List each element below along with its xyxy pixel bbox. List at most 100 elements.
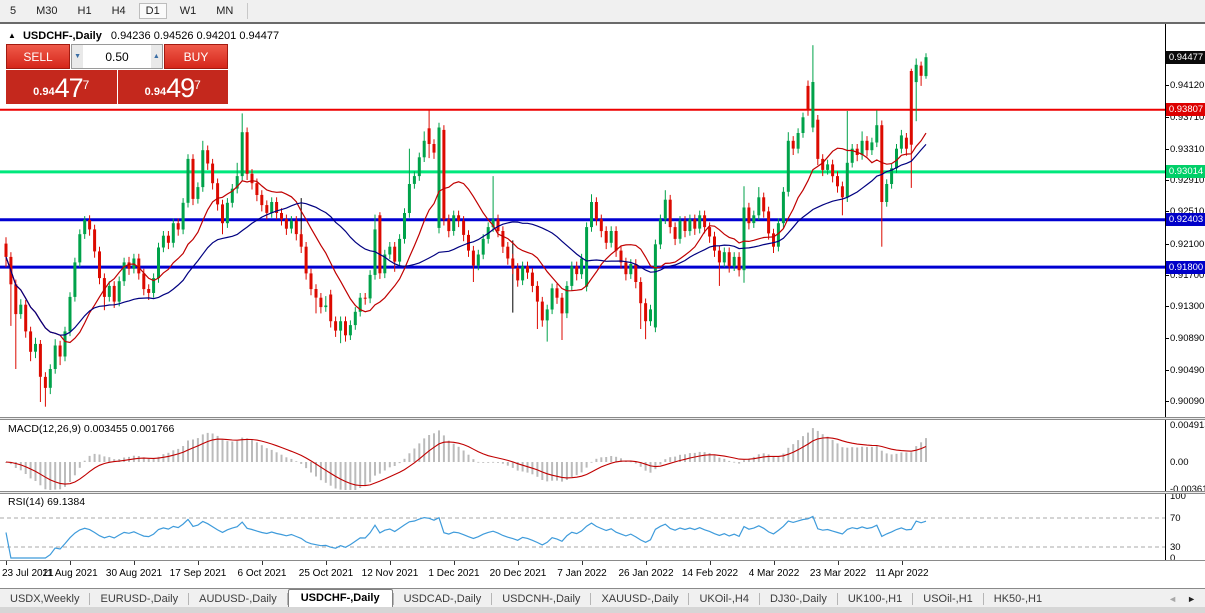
date-tick	[326, 561, 327, 565]
timeframe-W1[interactable]: W1	[179, 5, 197, 17]
timeframe-5[interactable]: 5	[10, 5, 17, 17]
price-tick-label: 0.91700	[1170, 270, 1205, 281]
volume-input[interactable]	[83, 45, 151, 68]
rsi-scale-label: 100	[1170, 491, 1186, 502]
timeframe-D1[interactable]: D1	[138, 3, 167, 19]
tab-separator	[286, 593, 288, 605]
timeframe-toolbar: 5 M30 H1 H4 D1 W1 MN	[0, 0, 1205, 24]
date-tick	[6, 561, 7, 565]
rsi-scale-label: 0	[1170, 553, 1176, 564]
ohlc-readout: 0.94236 0.94526 0.94201 0.94477	[110, 30, 280, 42]
pane-splitter[interactable]	[0, 491, 1205, 494]
tab-separator	[912, 593, 914, 605]
price-tick-label: 0.92510	[1170, 206, 1205, 217]
axis-tick	[1166, 306, 1169, 307]
chart-window: ▲ USDCHF-,Daily 0.94236 0.94526 0.94201 …	[0, 24, 1205, 588]
chart-tab-eurusd-daily[interactable]: EURUSD-,Daily	[100, 593, 179, 605]
price-tick-label: 0.90890	[1170, 333, 1205, 344]
chart-tab-usoil-h1[interactable]: USOil-,H1	[923, 593, 973, 605]
axis-tick	[1166, 211, 1169, 212]
price-tick-label: 0.93710	[1170, 112, 1205, 123]
rsi-scale-label: 70	[1170, 513, 1181, 524]
date-tick-label: 7 Jan 2022	[557, 568, 607, 579]
axis-tick	[1166, 117, 1169, 118]
price-axis: 0.94120 0.93710 0.93310 0.92910 0.92510 0.921…	[1165, 24, 1205, 564]
axis-tick	[1166, 180, 1169, 181]
tab-scroll-left-icon[interactable]: ◄	[1168, 593, 1178, 604]
buy-button[interactable]: BUY	[164, 44, 228, 69]
chart-tab-xauusd-daily[interactable]: XAUUSD-,Daily	[601, 593, 679, 605]
macd-scale-label: 0.004913	[1170, 420, 1205, 431]
date-tick	[70, 561, 71, 565]
tab-separator	[89, 593, 91, 605]
date-tick	[646, 561, 647, 565]
axis-tick	[1166, 244, 1169, 245]
price-tick-label: 0.90490	[1170, 365, 1205, 376]
tab-separator	[491, 593, 493, 605]
chart-tab-dj30-daily[interactable]: DJ30-,Daily	[769, 593, 827, 605]
rsi-indicator-pane[interactable]	[0, 494, 1165, 560]
one-click-trading-panel: SELL ▼ ▲ BUY 0.94 47 7 0.94 49 7	[6, 44, 228, 104]
date-tick	[390, 561, 391, 565]
chart-tab-uk100-h1[interactable]: UK100-,H1	[847, 593, 903, 605]
date-tick-label: 4 Mar 2022	[748, 568, 800, 579]
chart-tab-ukoil-h4[interactable]: UKOil-,H4	[699, 593, 749, 605]
collapse-triangle-icon[interactable]: ▲	[8, 31, 16, 40]
date-tick	[198, 561, 199, 565]
date-tick	[454, 561, 455, 565]
buy-price-display[interactable]: 0.94 49 7	[117, 70, 228, 104]
chart-tab-audusd-daily[interactable]: AUDUSD-,Daily	[199, 593, 277, 605]
symbol-name: USDCHF-,Daily	[22, 30, 102, 42]
price-tick-label: 0.90090	[1170, 396, 1205, 407]
date-tick	[518, 561, 519, 565]
axis-tick	[1166, 370, 1169, 371]
price-tick-label: 0.92100	[1170, 239, 1205, 250]
volume-decrease-icon[interactable]: ▼	[72, 45, 84, 68]
tab-separator	[590, 593, 592, 605]
chart-title: ▲ USDCHF-,Daily 0.94236 0.94526 0.94201 …	[8, 30, 279, 42]
rsi-label: RSI(14) 69.1384	[8, 496, 86, 508]
date-axis: 23 Jul 2021 11 Aug 2021 30 Aug 2021 17 Sep …	[0, 561, 1205, 588]
chart-tab-usdchf-daily[interactable]: USDCHF-,Daily	[287, 589, 393, 608]
tab-separator	[982, 593, 984, 605]
timeframe-H1[interactable]: H1	[77, 5, 92, 17]
date-tick	[582, 561, 583, 565]
price-badge: 0.93807	[1166, 103, 1205, 116]
timeframe-M30[interactable]: M30	[36, 5, 58, 17]
date-tick	[134, 561, 135, 565]
date-tick	[710, 561, 711, 565]
volume-increase-icon[interactable]: ▲	[150, 45, 162, 68]
date-tick-label: 23 Jul 2021	[2, 568, 54, 579]
sell-button[interactable]: SELL	[6, 44, 70, 69]
sell-price-display[interactable]: 0.94 47 7	[6, 70, 117, 104]
date-tick-label: 11 Aug 2021	[42, 568, 98, 579]
axis-tick	[1166, 85, 1169, 86]
chart-tab-bar: USDX,Weekly EURUSD-,Daily AUDUSD-,Daily USD…	[0, 588, 1205, 608]
chart-tab-usdx-weekly[interactable]: USDX,Weekly	[10, 593, 80, 605]
date-tick	[262, 561, 263, 565]
chart-tab-usdcad-daily[interactable]: USDCAD-,Daily	[403, 593, 482, 605]
price-badge: 0.92403	[1166, 213, 1205, 226]
axis-divider	[0, 560, 1205, 561]
chart-tab-hk50-h1[interactable]: HK50-,H1	[993, 593, 1043, 605]
macd-scale-label: -0.00361	[1170, 484, 1205, 495]
tab-scroll-right-icon[interactable]: ►	[1187, 593, 1196, 604]
price-tick-label: 0.93310	[1170, 144, 1205, 155]
macd-scale-label: 0.00	[1170, 457, 1189, 468]
price-tick-label: 0.91300	[1170, 301, 1205, 312]
date-tick-label: 25 Oct 2021	[298, 568, 354, 579]
macd-indicator-pane[interactable]	[0, 421, 1165, 491]
sell-price-main: 47	[54, 73, 84, 103]
date-tick-label: 26 Jan 2022	[618, 568, 674, 579]
timeframe-MN[interactable]: MN	[216, 5, 234, 17]
tab-separator	[392, 593, 394, 605]
date-tick-label: 14 Feb 2022	[681, 568, 739, 579]
axis-tick	[1166, 149, 1169, 150]
rsi-scale-label: 30	[1170, 542, 1181, 553]
date-tick-label: 17 Sep 2021	[169, 568, 227, 579]
pane-splitter[interactable]	[0, 417, 1205, 420]
sell-price-prefix: 0.94	[33, 86, 55, 98]
date-tick	[774, 561, 775, 565]
timeframe-H4[interactable]: H4	[111, 5, 126, 17]
chart-tab-usdcnh-daily[interactable]: USDCNH-,Daily	[502, 593, 581, 605]
